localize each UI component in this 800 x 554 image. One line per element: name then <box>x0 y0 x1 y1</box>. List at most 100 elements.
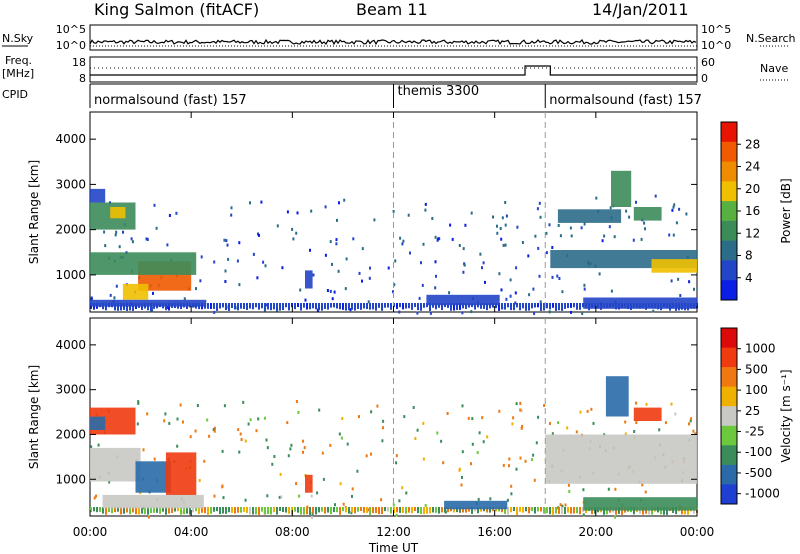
scatter-cell <box>492 215 494 219</box>
scatter-cell <box>496 224 498 228</box>
near-range-cell <box>345 507 347 513</box>
near-range-cell <box>219 303 221 309</box>
scatter-cell <box>198 479 201 482</box>
near-range-cell <box>684 507 686 515</box>
scatter-cell <box>694 432 697 436</box>
scatter-cell <box>489 497 492 501</box>
near-range-cell <box>297 507 299 513</box>
scatter-cell <box>635 401 638 405</box>
scatter-cell <box>607 487 610 491</box>
near-range-cell <box>366 507 368 513</box>
near-range-cell <box>576 507 578 514</box>
near-range-cell <box>150 303 152 311</box>
near-range-cell <box>450 303 452 311</box>
colorbar-tick-label: 500 <box>745 362 768 376</box>
near-range-cell <box>363 303 365 309</box>
near-range-cell <box>369 303 371 310</box>
near-range-cell <box>273 303 275 310</box>
velocity-echo-patch <box>165 452 197 495</box>
scatter-cell <box>556 274 559 278</box>
colorbar-tick-label: 25 <box>745 404 760 418</box>
near-range-cell <box>570 507 572 514</box>
near-range-cell <box>441 507 443 513</box>
power-colorbar-cell <box>721 161 737 182</box>
scatter-cell <box>496 231 499 235</box>
near-range-cell <box>303 507 305 515</box>
scatter-cell <box>370 452 372 456</box>
scatter-cell <box>380 498 383 502</box>
scatter-cell <box>350 511 353 515</box>
near-range-cell <box>366 303 368 310</box>
near-range-cell <box>348 303 350 311</box>
scatter-cell <box>399 236 402 240</box>
scatter-cell <box>431 217 434 220</box>
near-range-cell <box>360 303 362 310</box>
scatter-cell <box>244 439 247 443</box>
scatter-cell <box>242 400 245 404</box>
scatter-cell <box>369 266 371 270</box>
velocity-echo-patch <box>545 434 698 484</box>
scatter-cell <box>196 404 199 407</box>
near-range-cell <box>621 507 623 515</box>
near-range-cell <box>447 303 449 308</box>
scatter-cell <box>346 442 349 446</box>
scatter-cell <box>145 237 148 241</box>
scatter-cell <box>240 438 243 441</box>
colorbar-tick-label: -1000 <box>745 487 780 501</box>
near-range-cell <box>456 303 458 310</box>
near-range-cell <box>435 507 437 513</box>
scatter-cell <box>504 243 507 247</box>
near-range-cell <box>333 303 335 308</box>
freq-tick-top: 18 <box>72 56 86 69</box>
y-tick-label: 1000 <box>55 268 86 282</box>
scatter-cell <box>213 429 216 433</box>
scatter-cell <box>291 227 294 231</box>
scatter-cell <box>113 296 116 300</box>
scatter-cell <box>504 201 507 204</box>
scatter-cell <box>392 290 394 294</box>
near-range-cell <box>147 303 149 311</box>
near-range-cell <box>570 303 572 308</box>
near-range-cell <box>231 303 233 309</box>
y-tick-label: 2000 <box>55 223 86 237</box>
scatter-cell <box>239 432 242 436</box>
near-range-cell <box>261 303 263 309</box>
near-range-cell <box>342 507 344 512</box>
scatter-cell <box>424 504 427 507</box>
near-range-cell <box>120 303 122 311</box>
near-range-cell <box>222 303 224 308</box>
scatter-cell <box>311 512 314 516</box>
x-tick-label: 04:00 <box>174 525 209 539</box>
near-range-cell <box>615 507 617 515</box>
scatter-cell <box>595 196 598 200</box>
near-range-cell <box>216 303 218 311</box>
scatter-cell <box>398 310 401 314</box>
scatter-cell <box>278 495 281 499</box>
scatter-cell <box>644 227 646 231</box>
scatter-cell <box>688 280 691 284</box>
scatter-cell <box>361 247 364 251</box>
near-range-cell <box>336 507 338 513</box>
scatter-cell <box>510 484 513 488</box>
near-range-cell <box>528 507 530 514</box>
freq-label-line1: Freq. <box>5 54 32 67</box>
velocity-colorbar-cell <box>721 445 737 466</box>
scatter-cell <box>520 426 523 430</box>
scatter-cell <box>244 498 247 502</box>
scatter-cell <box>641 483 644 487</box>
scatter-cell <box>614 515 617 519</box>
scatter-cell <box>236 259 239 263</box>
scatter-cell <box>358 415 360 419</box>
scatter-cell <box>309 248 311 252</box>
near-range-cell <box>285 507 287 513</box>
scatter-cell <box>265 438 268 442</box>
scatter-cell <box>477 497 480 501</box>
near-range-cell <box>582 507 584 512</box>
scatter-cell <box>608 225 611 229</box>
near-range-cell <box>543 507 545 514</box>
scatter-cell <box>440 439 443 443</box>
scatter-cell <box>302 450 304 454</box>
near-range-cell <box>195 507 197 512</box>
colorbar-tick-label: 100 <box>745 383 768 397</box>
scatter-cell <box>498 272 501 276</box>
